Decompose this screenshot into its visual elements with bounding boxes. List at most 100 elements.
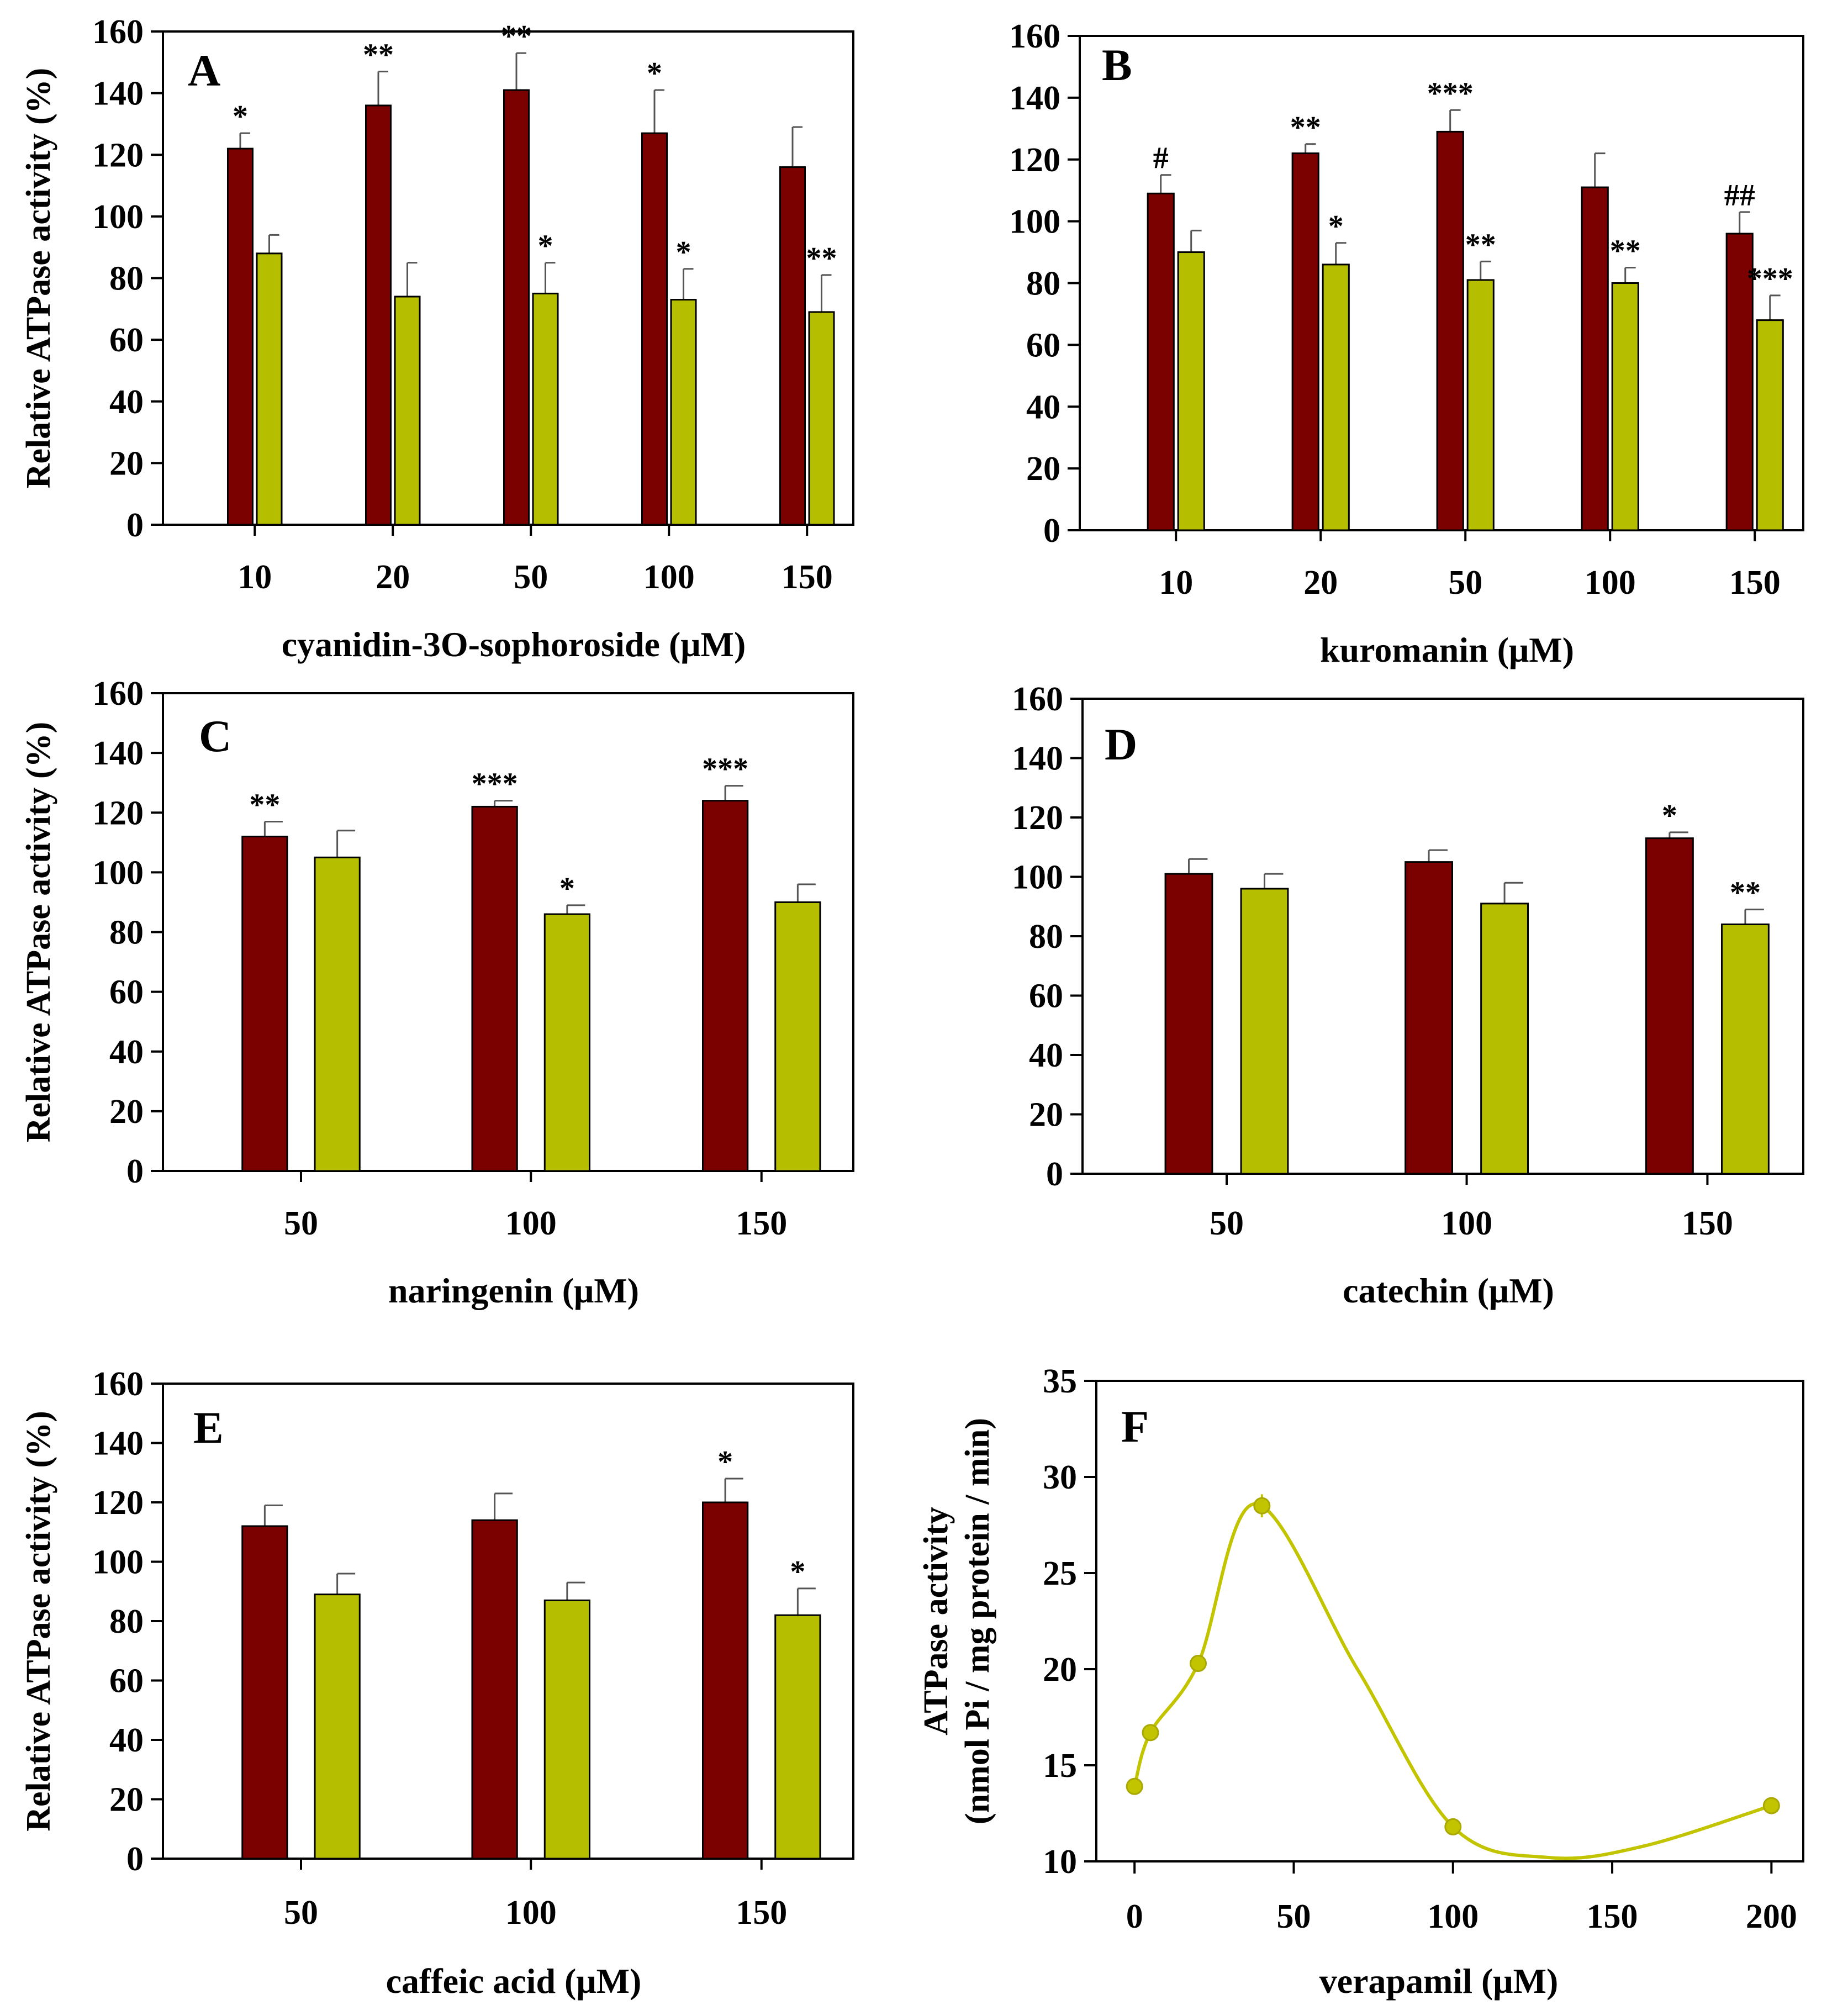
bar-series1 <box>1645 837 1694 1175</box>
x-axis-label: caffeic acid (μM) <box>386 1961 642 2001</box>
y-tick-label: 120 <box>92 1484 144 1522</box>
bar-series2 <box>314 1594 361 1860</box>
bar-series1 <box>1405 861 1453 1175</box>
x-tick-label: 150 <box>1729 564 1781 602</box>
x-tick-label: 50 <box>514 558 548 596</box>
x-tick-label: 150 <box>736 1205 787 1242</box>
y-tick-label: 120 <box>1009 141 1060 179</box>
significance-marker: ** <box>1730 876 1761 910</box>
bar-series2 <box>314 856 361 1172</box>
x-tick-label: 150 <box>736 1894 787 1932</box>
x-tick-label: 100 <box>1427 1898 1479 1935</box>
x-tick-label: 20 <box>376 558 410 596</box>
y-axis-label: Relative ATPase activity (%) <box>20 68 57 489</box>
panel-f: F 10 15 20 25 30 35 0 50 100 150 200 ATPase activity… <box>917 1363 1804 2001</box>
x-tick-label: 150 <box>782 558 833 596</box>
y-tick-label: 140 <box>92 1425 144 1463</box>
significance-marker: * <box>538 229 553 263</box>
y-tick-label: 160 <box>92 13 144 51</box>
y-tick-label: 120 <box>92 136 144 174</box>
y-tick-label: 60 <box>1029 978 1063 1015</box>
y-tick-label: 120 <box>92 794 144 832</box>
x-tick-label: 10 <box>1159 564 1193 602</box>
data-point <box>1762 1797 1780 1814</box>
x-tick-label: 150 <box>1682 1205 1733 1242</box>
y-tick-label: 80 <box>1026 265 1060 303</box>
y-tick-label: 100 <box>92 854 144 891</box>
bar-series2 <box>808 311 835 526</box>
bar-series2 <box>1480 903 1529 1175</box>
significance-marker: *** <box>472 767 518 801</box>
x-tick-label: 0 <box>1126 1898 1143 1935</box>
y-tick-label: 20 <box>109 1093 144 1131</box>
y-tick-label: 100 <box>92 198 144 236</box>
significance-marker: * <box>676 235 691 270</box>
significance-marker: * <box>1328 209 1344 244</box>
x-axis-label: cyanidin-3O-sophoroside (μM) <box>282 625 746 664</box>
y-tick-label: 0 <box>126 506 144 544</box>
bar-series1 <box>1436 130 1464 531</box>
y-tick-label: 100 <box>1009 203 1060 241</box>
y-axis-label: Relative ATPase activity (%) <box>20 1411 57 1832</box>
y-tick-label: 40 <box>109 1033 144 1071</box>
y-axis-label-line1: ATPase activity <box>917 1507 955 1735</box>
bar-series1 <box>241 1525 288 1860</box>
bar-series1 <box>365 104 392 526</box>
x-axis-label: kuromanin (μM) <box>1320 630 1574 669</box>
y-tick-label: 40 <box>109 1722 144 1759</box>
bar-series1 <box>471 805 518 1172</box>
x-tick-label: 50 <box>1210 1205 1244 1242</box>
x-tick-label: 100 <box>505 1894 557 1932</box>
y-tick-label: 80 <box>1029 918 1063 956</box>
bar-series2 <box>1721 924 1770 1175</box>
x-axis-label: naringenin (μM) <box>388 1271 639 1310</box>
significance-marker: ** <box>363 38 394 72</box>
y-tick-label: 40 <box>109 383 144 421</box>
bar-series1 <box>702 1501 749 1860</box>
x-axis-label: verapamil (μM) <box>1319 1961 1559 2001</box>
panel-b: B02040608010012014016010#20***50*****100… <box>1009 18 1804 669</box>
significance-marker: *** <box>702 752 748 787</box>
y-tick-label: 160 <box>92 1365 144 1403</box>
bar-series1 <box>1291 152 1319 531</box>
y-tick-label: 60 <box>109 974 144 1011</box>
significance-marker: *** <box>1747 262 1793 296</box>
bar-series2 <box>543 1599 590 1860</box>
panel-a: A 0 20 40 60 80 100 120 140 160 Relative ATPase ac… <box>20 13 854 664</box>
bar-series2 <box>256 252 283 526</box>
y-tick-label: 160 <box>92 675 144 713</box>
bar-series2 <box>1322 263 1350 531</box>
bar-series2 <box>394 296 421 526</box>
y-axis-label: Relative ATPase activity (%) <box>20 722 57 1143</box>
bar-series2 <box>1611 282 1639 531</box>
significance-marker: * <box>790 1555 805 1589</box>
y-tick-label: 0 <box>1046 1155 1063 1193</box>
bar-series2 <box>1466 279 1495 531</box>
panel-label: A <box>188 45 220 96</box>
bar-series2 <box>543 913 590 1172</box>
x-tick-label: 50 <box>284 1205 318 1242</box>
significance-marker: ** <box>1290 110 1321 145</box>
y-tick-label: 20 <box>109 1781 144 1819</box>
bar-series2 <box>774 1614 821 1860</box>
data-point <box>1253 1497 1271 1515</box>
y-axis-label-line2: (nmol Pi / mg protein / min) <box>959 1418 996 1824</box>
bar-series2 <box>1240 888 1289 1175</box>
bar-series2 <box>1756 319 1784 531</box>
significance-marker: ** <box>249 788 280 822</box>
y-tick-label: 15 <box>1043 1747 1077 1785</box>
bar-series1 <box>779 166 806 526</box>
data-point <box>1142 1724 1159 1742</box>
x-tick-label: 100 <box>1441 1205 1492 1242</box>
x-tick-label: 20 <box>1303 564 1338 602</box>
bar-series1 <box>1725 233 1754 531</box>
panel-label: E <box>193 1402 224 1453</box>
y-tick-label: 20 <box>1029 1096 1063 1134</box>
plot-frame <box>1095 1380 1804 1862</box>
significance-marker: # <box>1153 141 1169 176</box>
fit-curve <box>1133 1502 1772 1860</box>
y-tick-label: 30 <box>1043 1459 1077 1496</box>
bar-series1 <box>227 147 254 526</box>
